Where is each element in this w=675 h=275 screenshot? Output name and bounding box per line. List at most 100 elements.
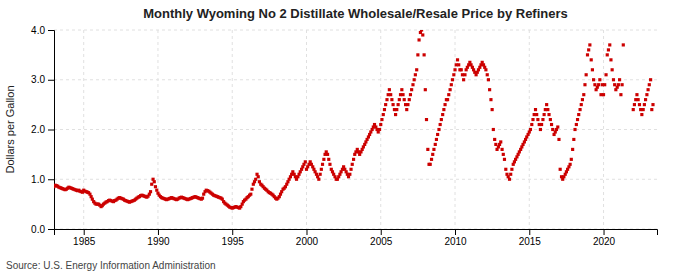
point xyxy=(645,93,648,96)
point xyxy=(577,113,580,116)
point xyxy=(642,108,645,111)
tick-label: 3.0 xyxy=(31,74,45,85)
point xyxy=(456,58,459,61)
point xyxy=(541,118,544,121)
point xyxy=(504,168,507,171)
point xyxy=(349,168,352,171)
point xyxy=(250,188,253,191)
y-axis: 0.01.02.03.04.0 xyxy=(31,25,54,235)
point xyxy=(436,133,439,136)
point xyxy=(578,108,581,111)
point xyxy=(618,78,621,81)
point xyxy=(609,58,612,61)
tick: 1.0 xyxy=(31,174,54,185)
point xyxy=(484,68,487,71)
point xyxy=(201,197,204,200)
point xyxy=(576,118,579,121)
point xyxy=(320,168,323,171)
point xyxy=(416,53,419,56)
tick-label: 2020 xyxy=(593,236,616,247)
point xyxy=(414,73,417,76)
grid-line-y xyxy=(54,79,657,80)
tick-label: 1.0 xyxy=(31,174,45,185)
point xyxy=(493,138,496,141)
tick-label: 1990 xyxy=(147,236,170,247)
point xyxy=(328,163,331,166)
point xyxy=(249,193,252,196)
grid-line-y xyxy=(54,129,657,130)
point xyxy=(622,43,625,46)
point xyxy=(435,138,438,141)
point xyxy=(499,140,502,143)
point xyxy=(648,83,651,86)
point xyxy=(644,98,647,101)
point xyxy=(550,123,553,126)
point xyxy=(556,125,559,128)
point xyxy=(420,30,423,32)
tick-label: 1985 xyxy=(73,236,96,247)
point xyxy=(425,118,428,121)
point xyxy=(326,153,329,156)
point xyxy=(460,68,463,71)
tick-mark xyxy=(604,229,605,235)
point xyxy=(489,98,492,101)
point xyxy=(539,128,542,131)
source: Source: U.S. Energy Information Administ… xyxy=(6,260,216,271)
point xyxy=(632,108,635,111)
tick-mark xyxy=(381,229,382,235)
point xyxy=(413,78,416,81)
point xyxy=(447,93,450,96)
point xyxy=(582,93,585,96)
point xyxy=(571,148,574,151)
tick-mark xyxy=(232,229,233,235)
grid-line-x xyxy=(232,30,233,229)
point xyxy=(395,108,398,111)
tick: 1985 xyxy=(73,229,96,247)
tick: 2000 xyxy=(296,229,319,247)
point xyxy=(617,83,620,86)
point xyxy=(391,103,394,106)
point xyxy=(304,160,307,163)
point xyxy=(492,128,495,131)
point xyxy=(452,73,455,76)
point xyxy=(430,158,433,161)
point xyxy=(155,189,158,192)
tick: 2020 xyxy=(593,229,616,247)
point xyxy=(442,108,445,111)
point xyxy=(651,103,654,106)
point xyxy=(501,148,504,151)
point xyxy=(382,113,385,116)
tick-label: 2000 xyxy=(296,236,319,247)
point xyxy=(426,148,429,151)
point xyxy=(570,158,573,161)
point xyxy=(449,88,452,91)
point xyxy=(606,53,609,56)
point xyxy=(423,53,426,56)
point xyxy=(153,180,156,183)
point xyxy=(487,78,490,81)
tick-label: 2010 xyxy=(444,236,467,247)
point xyxy=(597,83,600,86)
point xyxy=(321,163,324,166)
point xyxy=(149,190,152,193)
point xyxy=(612,78,615,81)
point xyxy=(424,88,427,91)
point xyxy=(587,48,590,51)
point xyxy=(591,68,594,71)
point xyxy=(586,53,589,56)
tick-label: 2.0 xyxy=(31,124,45,135)
point xyxy=(534,108,537,111)
tick-mark xyxy=(84,229,85,235)
grid-line-x xyxy=(603,30,604,229)
point xyxy=(437,128,440,131)
y-axis-title: Dollars per Gallon xyxy=(4,85,16,173)
point xyxy=(608,43,611,46)
point xyxy=(637,98,640,101)
point xyxy=(621,83,624,86)
point xyxy=(619,93,622,96)
point xyxy=(573,128,576,131)
point xyxy=(408,98,411,101)
point xyxy=(581,98,584,101)
point xyxy=(317,178,320,181)
point xyxy=(384,103,387,106)
